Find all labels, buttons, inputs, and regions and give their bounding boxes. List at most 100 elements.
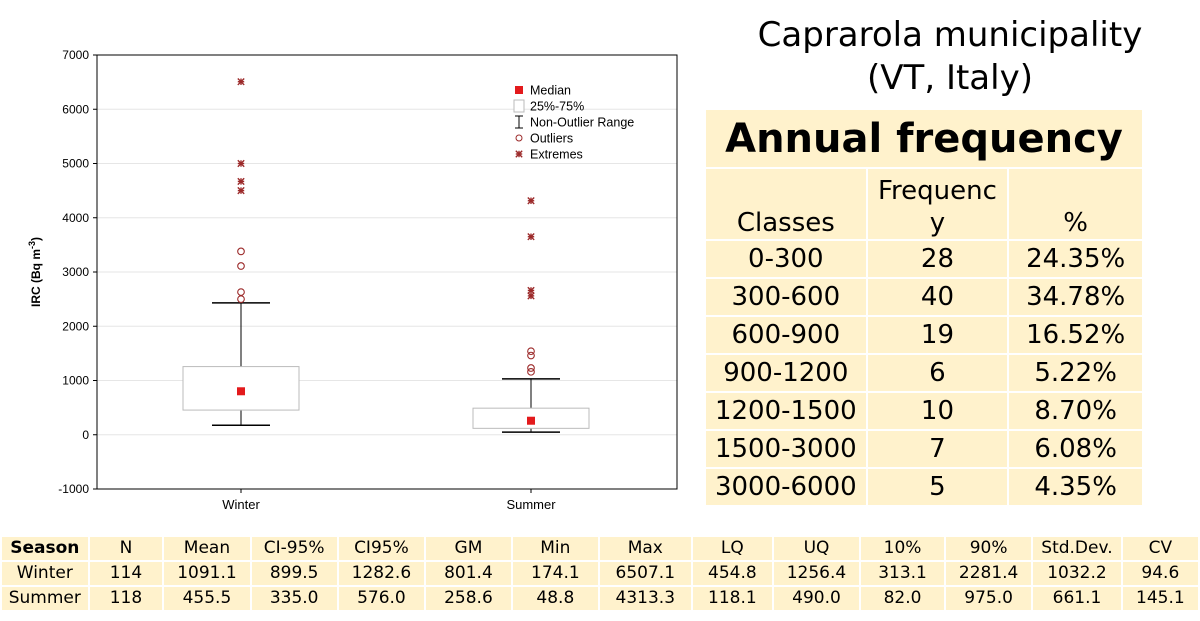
y-tick-label: 1000 <box>62 374 89 388</box>
outlier-point <box>527 367 535 376</box>
extreme-point <box>237 159 245 168</box>
frequency-header-row: Classes Frequency % <box>706 169 1142 239</box>
legend-extreme-swatch <box>515 150 523 158</box>
stats-cell: 145.1 <box>1120 587 1198 610</box>
stats-cell: 801.4 <box>424 562 511 585</box>
legend-label-whisker: Non-Outlier Range <box>530 116 634 130</box>
extreme-point <box>527 233 535 241</box>
frequency-row: 1500-3000 7 6.08% <box>706 431 1142 467</box>
plot-frame <box>96 54 678 490</box>
class-cell: 600-900 <box>706 317 866 353</box>
stats-cell: 1256.4 <box>771 562 860 585</box>
stats-header-cell: CI-95% <box>249 537 337 560</box>
x-category-label: Winter <box>222 497 260 512</box>
extreme-point <box>237 186 245 195</box>
stats-cell: 2281.4 <box>944 562 1032 585</box>
legend-box-swatch <box>513 99 525 113</box>
stats-cell: 94.6 <box>1120 562 1198 585</box>
class-cell: 300-600 <box>706 279 866 315</box>
percent-cell: 4.35% <box>1007 469 1142 505</box>
y-tick-label: 0 <box>82 428 89 442</box>
stats-cell: 313.1 <box>859 562 945 585</box>
stats-cell: 118 <box>87 587 163 610</box>
frequency-cell: 7 <box>865 431 1008 467</box>
stats-cell: 661.1 <box>1031 587 1121 610</box>
stats-cell: 118.1 <box>690 587 772 610</box>
stats-cell: 576.0 <box>336 587 424 610</box>
chart-title: Caprarola municipality (VT, Italy) <box>700 14 1200 100</box>
stats-header-cell: UQ <box>771 537 860 560</box>
legend-label-outliers: Outliers <box>530 132 573 146</box>
stats-cell: 899.5 <box>249 562 337 585</box>
stats-cell: 490.0 <box>771 587 860 610</box>
percent-cell: 5.22% <box>1007 355 1142 391</box>
extreme-point <box>527 286 535 295</box>
outlier-point <box>527 351 535 360</box>
stats-header-cell: Std.Dev. <box>1031 537 1121 560</box>
frequency-row: 600-900 19 16.52% <box>706 317 1142 353</box>
annual-frequency-table: Annual frequency Classes Frequency % 0-3… <box>706 108 1142 507</box>
percent-cell: 16.52% <box>1007 317 1142 353</box>
class-cell: 0-300 <box>706 241 866 277</box>
stats-header-cell: Season <box>2 537 88 560</box>
stats-header-cell: Mean <box>162 537 250 560</box>
extreme-point <box>527 197 535 205</box>
frequency-cell: 6 <box>865 355 1008 391</box>
stats-header-cell: CV <box>1120 537 1198 560</box>
stats-row-summer: Summer 118 455.5 335.0 576.0 258.6 48.8 … <box>2 587 1198 610</box>
x-category-label: Summer <box>506 497 556 512</box>
y-axis-label: IRC (Bq m-3) <box>27 237 43 307</box>
y-tick-label: 2000 <box>62 319 89 333</box>
stats-cell: 114 <box>87 562 163 585</box>
outlier-point <box>237 262 245 270</box>
extreme-point <box>237 177 245 186</box>
legend-outlier-swatch <box>515 134 523 142</box>
stats-cell: 1032.2 <box>1031 562 1121 585</box>
stats-cell: 454.8 <box>690 562 772 585</box>
boxplot-svg: -1000 0 1000 2000 3000 4000 5000 6000 7000 IRC (B… <box>27 48 678 512</box>
y-tick-label: 6000 <box>62 102 89 116</box>
y-tick-label: -1000 <box>58 482 89 496</box>
season-statistics-table: Season N Mean CI-95% CI95% GM Min Max LQ… <box>2 535 1198 612</box>
stats-header-cell: GM <box>424 537 511 560</box>
percent-cell: 24.35% <box>1007 241 1142 277</box>
outlier-point <box>527 347 535 356</box>
stats-cell: Winter <box>2 562 88 585</box>
stats-cell: 174.1 <box>510 562 598 585</box>
extreme-point <box>237 78 245 86</box>
stats-cell: Summer <box>2 587 88 610</box>
stats-header-cell: Max <box>597 537 691 560</box>
frequency-row: 900-1200 6 5.22% <box>706 355 1142 391</box>
class-cell: 3000-6000 <box>706 469 866 505</box>
frequency-cell: 10 <box>865 393 1008 429</box>
stats-cell: 455.5 <box>162 587 250 610</box>
class-cell: 900-1200 <box>706 355 866 391</box>
stats-cell: 258.6 <box>424 587 511 610</box>
stats-header-row: Season N Mean CI-95% CI95% GM Min Max LQ… <box>2 537 1198 560</box>
y-tick-label: 5000 <box>62 157 89 171</box>
frequency-row: 3000-6000 5 4.35% <box>706 469 1142 505</box>
stats-cell: 82.0 <box>859 587 945 610</box>
frequency-cell: 19 <box>865 317 1008 353</box>
outlier-point <box>237 295 245 303</box>
stats-cell: 4313.3 <box>597 587 691 610</box>
frequency-cell: 28 <box>865 241 1008 277</box>
stats-header-cell: N <box>87 537 163 560</box>
header-classes: Classes <box>706 169 866 239</box>
stats-row-winter: Winter 114 1091.1 899.5 1282.6 801.4 174… <box>2 562 1198 585</box>
outlier-point <box>237 247 245 256</box>
percent-cell: 34.78% <box>1007 279 1142 315</box>
stats-cell: 1091.1 <box>162 562 250 585</box>
frequency-table-title: Annual frequency <box>706 110 1142 167</box>
legend-median-swatch <box>515 86 523 94</box>
legend-label-box: 25%-75% <box>530 100 584 114</box>
title-line-1: Caprarola municipality <box>757 15 1143 55</box>
stats-header-cell: 90% <box>944 537 1032 560</box>
percent-cell: 8.70% <box>1007 393 1142 429</box>
stats-header-cell: 10% <box>859 537 945 560</box>
outlier-point <box>527 364 535 372</box>
y-tick-label: 4000 <box>62 211 89 225</box>
class-cell: 1500-3000 <box>706 431 866 467</box>
outlier-point <box>237 288 245 296</box>
legend-label-median: Median <box>530 84 571 98</box>
